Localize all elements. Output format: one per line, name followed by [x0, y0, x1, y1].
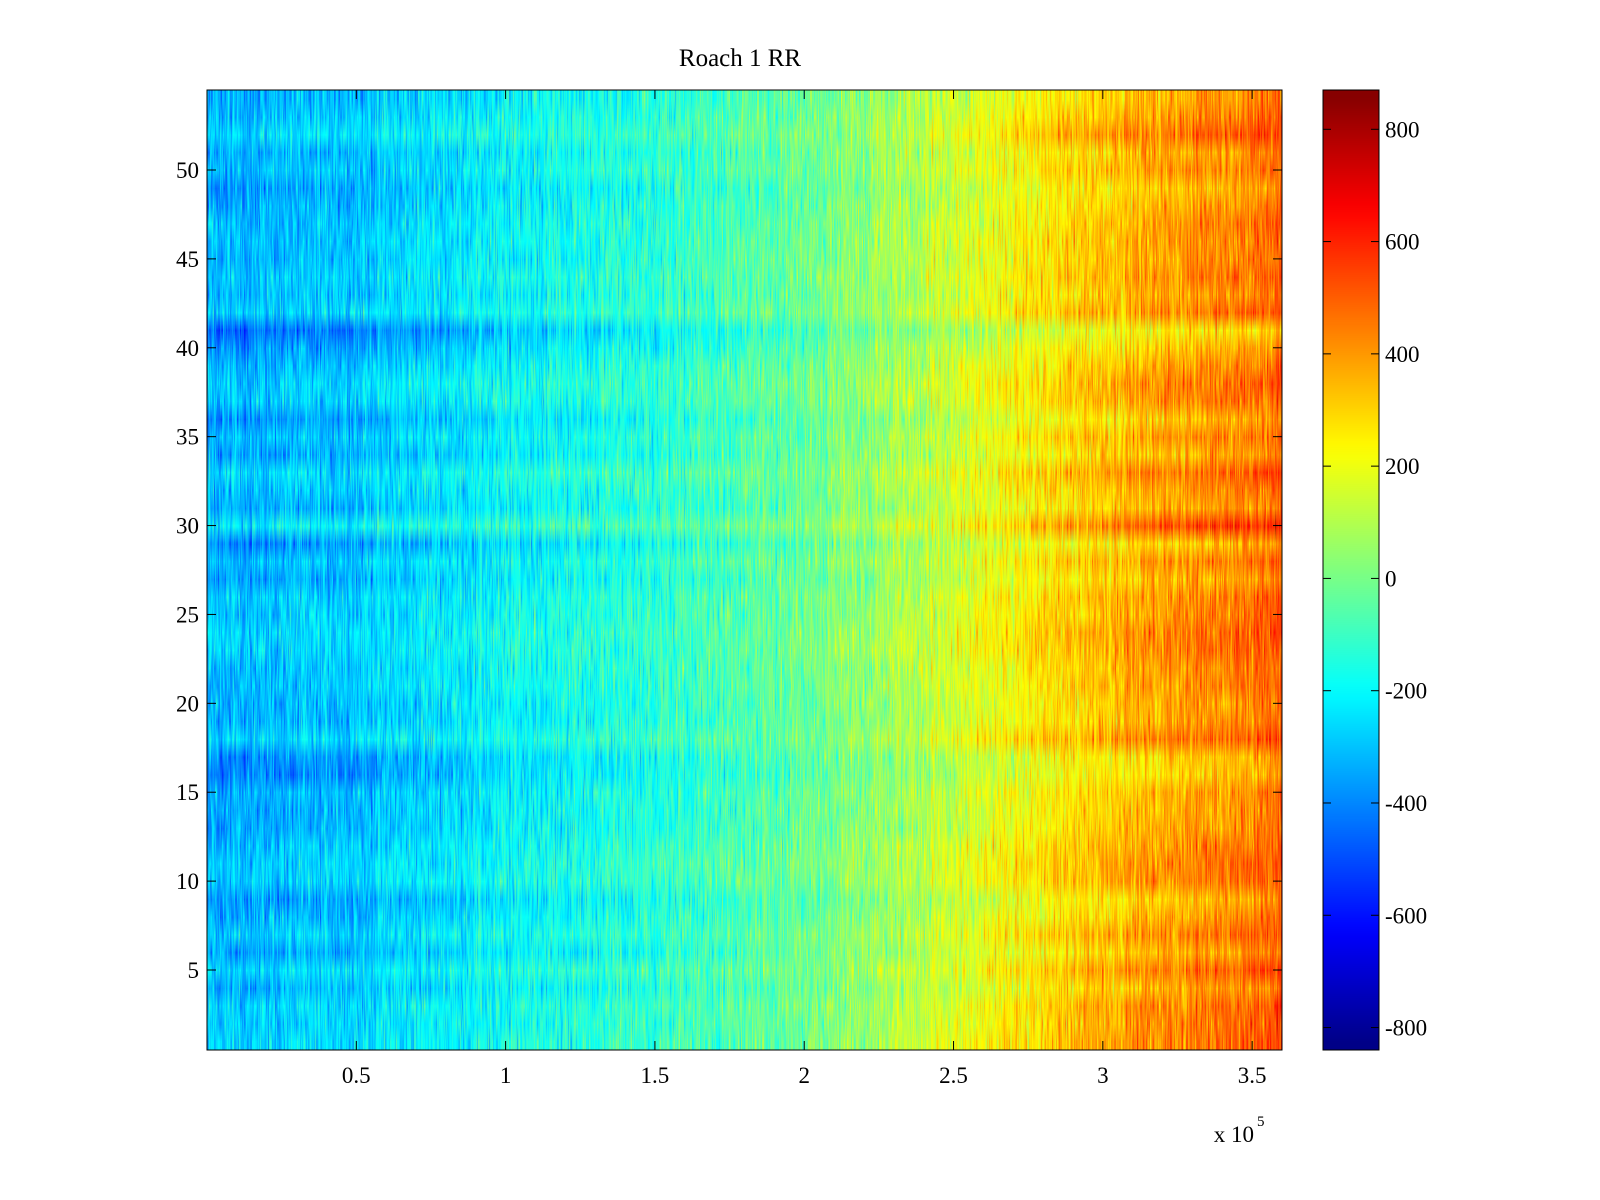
- colorbar-tick-label: 200: [1385, 454, 1420, 479]
- plot-frame: [206, 89, 1283, 1051]
- colorbar-ticks: -800 -600 -400 -200 0 200 400 600 800: [1323, 117, 1427, 1041]
- y-tick-label: 35: [176, 425, 199, 450]
- y-tick-label: 10: [176, 869, 199, 894]
- y-tick-label: 30: [176, 514, 199, 539]
- colorbar-tick-label: 600: [1385, 230, 1420, 255]
- colorbar-tick-label: 400: [1385, 342, 1420, 367]
- y-tick-label: 45: [176, 247, 199, 272]
- chart-title: Roach 1 RR: [679, 45, 802, 72]
- x-axis-multiplier: x 10 5: [1214, 1114, 1265, 1147]
- colorbar-tick-label: -200: [1385, 679, 1427, 704]
- x-multiplier-base: x 10: [1214, 1122, 1254, 1147]
- x-tick-label: 1: [500, 1063, 512, 1088]
- x-tick-label: 0.5: [342, 1063, 371, 1088]
- colorbar-frame: [1322, 89, 1380, 1051]
- colorbar-tick-label: 800: [1385, 117, 1420, 142]
- colorbar-tick-label: -800: [1385, 1016, 1427, 1041]
- y-tick-label: 20: [176, 691, 199, 716]
- y-tick-label: 40: [176, 336, 199, 361]
- y-tick-label: 50: [176, 158, 199, 183]
- x-tick-label: 3: [1097, 1063, 1109, 1088]
- y-tick-label: 5: [188, 958, 200, 983]
- x-tick-label: 2: [798, 1063, 810, 1088]
- colorbar-tick-label: 0: [1385, 566, 1397, 591]
- heatmap-image: [207, 90, 1282, 1050]
- colorbar-tick-label: -600: [1385, 903, 1427, 928]
- y-tick-label: 15: [176, 780, 199, 805]
- x-tick-label: 3.5: [1238, 1063, 1267, 1088]
- y-axis-ticks: 5 10 15 20 25 30 35 40 45 50: [176, 158, 1282, 983]
- x-multiplier-exponent: 5: [1257, 1114, 1265, 1130]
- colorbar-gradient: [1323, 90, 1379, 1050]
- x-axis-ticks: 0.5 1 1.5 2 2.5 3 3.5: [342, 90, 1267, 1088]
- x-tick-label: 2.5: [939, 1063, 968, 1088]
- colorbar-tick-label: -400: [1385, 791, 1427, 816]
- y-tick-label: 25: [176, 602, 199, 627]
- x-tick-label: 1.5: [641, 1063, 670, 1088]
